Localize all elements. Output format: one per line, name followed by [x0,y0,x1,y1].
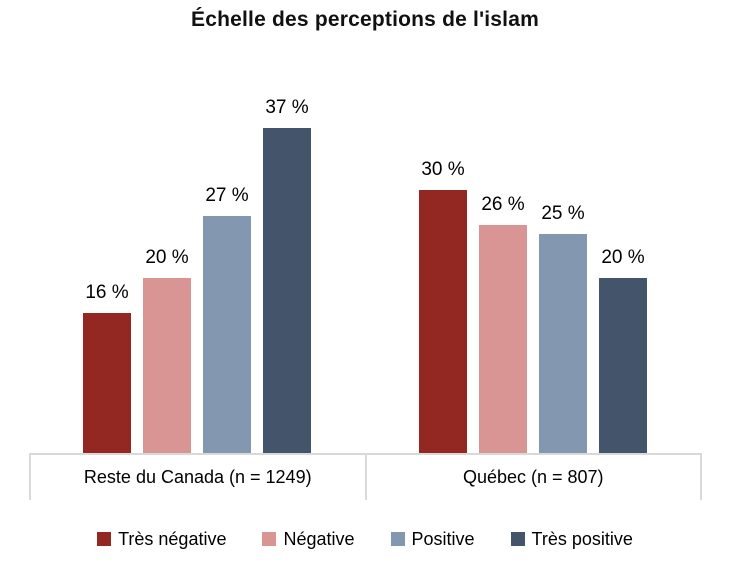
bar-negative-reste-du-canada [143,278,191,454]
bar-value-label: 30 % [421,159,465,180]
legend-item-positive: Positive [390,528,475,550]
bar-positive-reste-du-canada [203,216,251,454]
bar-tres-positive-quebec [599,278,647,454]
bar-tres-positive-reste-du-canada [263,128,311,454]
legend-label: Très négative [118,528,227,549]
bar-positive-quebec [539,234,587,454]
legend-item-tres-negative: Très négative [97,529,226,550]
legend-swatch-icon [390,532,405,546]
bar-value-label: 25 % [541,203,585,224]
legend-item-negative: Négative [262,528,355,550]
legend-label: Positive [411,528,475,549]
bar-tres-negative-reste-du-canada [83,313,131,454]
bar-value-label: 20 % [601,247,645,268]
legend-label: Très positive [531,528,633,549]
bar-value-label: 26 % [481,194,525,215]
category-label-reste-du-canada: Reste du Canada (n = 1249) [31,455,367,500]
category-axis-line [29,453,702,455]
bar-value-label: 20 % [145,247,189,268]
category-label-quebec: Québec (n = 807) [367,455,702,500]
legend: Très négative Négative Positive Très positi… [0,524,730,554]
bar-negative-quebec [479,225,527,454]
legend-label: Négative [283,528,355,549]
chart-title: Échelle des perceptions de l'islam [191,8,539,31]
bar-tres-negative-quebec [419,190,467,454]
bar-value-label: 27 % [205,185,249,206]
legend-swatch-icon [510,532,525,546]
category-axis: Reste du Canada (n = 1249) Québec (n = 8… [29,455,702,500]
bar-value-label: 37 % [265,97,309,118]
bar-value-label: 16 % [85,282,129,303]
legend-item-tres-positive: Très positive [510,528,633,550]
legend-swatch-icon [262,532,277,546]
legend-swatch-icon [97,532,112,546]
